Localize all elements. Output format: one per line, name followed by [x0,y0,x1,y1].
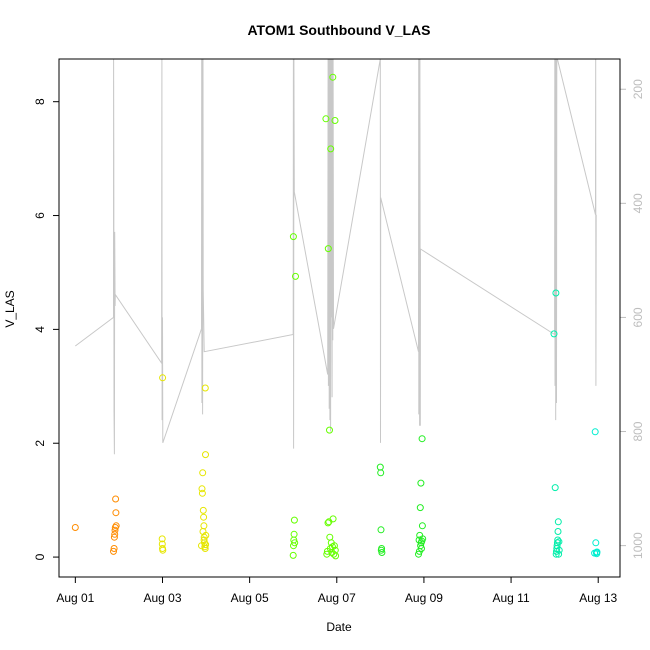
series-4 [376,435,427,558]
data-point [378,545,386,552]
data-point [289,551,297,559]
data-point [555,546,563,554]
data-point [112,522,120,530]
data-point [377,526,385,534]
data-point [554,536,562,544]
data-point [290,516,298,524]
data-point [551,484,559,492]
data-point [202,531,210,539]
data-point [553,539,561,547]
data-point [199,506,207,514]
points-layer [71,73,601,560]
data-point [329,515,337,523]
data-point [202,541,210,549]
data-point [418,537,426,545]
data-point [330,542,338,550]
data-point [71,524,79,531]
data-point [330,550,338,558]
data-point [418,522,426,530]
y-axis-label: V_LAS [3,290,17,327]
data-point [200,536,208,544]
data-point [552,289,560,297]
data-point [554,528,562,535]
data-point [201,384,209,392]
data-point [591,428,599,436]
data-point [331,117,339,124]
data-point [550,330,558,338]
data-point [289,233,297,241]
data-point [112,509,120,517]
data-point [415,547,423,555]
chart-title: ATOM1 Southbound V_LAS [247,22,430,38]
data-point [202,451,209,459]
data-point [111,526,119,534]
y2-tick-label: 200 [631,79,645,99]
y2-tick-label: 1000 [631,532,645,559]
x-tick-label: Aug 01 [56,591,94,605]
data-point [332,552,340,560]
data-point [418,435,426,443]
data-point [592,539,600,547]
axes-layer: Aug 01 Aug 03 Aug 05 Aug 07 Aug 09 Aug 11 Aug … [33,79,645,605]
y2-tick-label: 600 [631,307,645,327]
data-point [324,245,332,253]
data-point [555,538,563,546]
data-point [200,513,208,521]
series-3 [289,73,340,560]
data-point [327,145,335,153]
data-point [322,115,330,123]
data-point [326,426,333,434]
x-tick-label: Aug 07 [318,591,356,605]
x-axis-label: Date [326,620,352,634]
data-point [416,504,424,512]
x-tick-label: Aug 13 [579,591,617,605]
data-point [290,530,298,538]
y-tick-label: 8 [33,98,47,105]
data-point [329,73,337,81]
data-point [198,489,206,497]
data-point [159,546,167,554]
y-tick-label: 6 [33,212,47,219]
secondary-line-layer [75,58,597,455]
data-point [110,545,118,552]
data-point [417,479,425,487]
data-point [555,550,563,558]
series-5 [550,289,563,558]
series-1 [71,495,120,555]
data-point [198,485,206,493]
x-tick-label: Aug 11 [492,591,529,605]
x-tick-label: Aug 05 [231,591,269,605]
data-point [110,533,118,541]
x-tick-label: Aug 09 [405,591,443,605]
data-point [112,495,120,503]
series-6 [591,428,601,558]
data-point [159,374,167,382]
y-tick-label: 2 [33,440,47,447]
data-point [291,539,299,547]
y2-tick-label: 400 [631,193,645,213]
data-point [199,469,207,477]
data-point [200,522,208,530]
data-point [324,519,332,527]
y2-tick-label: 800 [631,421,645,441]
x-tick-label: Aug 03 [143,591,181,605]
data-point [377,469,385,477]
data-point [111,530,119,538]
plot-frame [58,58,621,578]
data-point [110,547,117,555]
data-point [378,549,386,556]
data-point [292,272,299,280]
y-tick-label: 0 [33,553,47,560]
secondary-series-line [75,58,597,455]
data-point [158,535,166,543]
data-point [593,548,601,556]
data-point [554,518,562,526]
series-2 [158,374,210,554]
y-tick-label: 4 [33,326,47,333]
data-point [201,545,209,552]
